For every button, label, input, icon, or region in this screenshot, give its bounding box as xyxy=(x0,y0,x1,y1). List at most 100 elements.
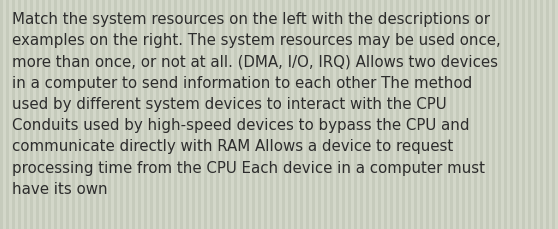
Bar xyxy=(264,0,267,229)
Bar xyxy=(78,0,81,229)
Bar xyxy=(210,0,213,229)
Bar xyxy=(345,0,348,229)
Bar xyxy=(174,0,177,229)
Bar xyxy=(342,0,345,229)
Bar xyxy=(492,0,495,229)
Bar xyxy=(162,0,165,229)
Bar xyxy=(147,0,150,229)
Bar xyxy=(480,0,483,229)
Bar xyxy=(225,0,228,229)
Bar xyxy=(282,0,285,229)
Bar xyxy=(312,0,315,229)
Bar xyxy=(369,0,372,229)
Bar xyxy=(417,0,420,229)
Bar xyxy=(513,0,516,229)
Bar xyxy=(447,0,450,229)
Bar xyxy=(141,0,144,229)
Bar xyxy=(252,0,255,229)
Bar xyxy=(363,0,366,229)
Bar xyxy=(498,0,501,229)
Bar xyxy=(327,0,330,229)
Bar xyxy=(216,0,219,229)
Bar xyxy=(438,0,441,229)
Bar xyxy=(330,0,333,229)
Bar xyxy=(75,0,78,229)
Bar xyxy=(177,0,180,229)
Bar xyxy=(180,0,183,229)
Text: Match the system resources on the left with the descriptions or
examples on the : Match the system resources on the left w… xyxy=(12,12,501,196)
Bar xyxy=(486,0,489,229)
Bar xyxy=(81,0,84,229)
Bar xyxy=(63,0,66,229)
Bar xyxy=(135,0,138,229)
Bar xyxy=(318,0,321,229)
Bar xyxy=(543,0,546,229)
Bar xyxy=(372,0,375,229)
Bar xyxy=(468,0,471,229)
Bar xyxy=(45,0,48,229)
Bar xyxy=(12,0,15,229)
Bar xyxy=(198,0,201,229)
Bar xyxy=(66,0,69,229)
Bar xyxy=(267,0,270,229)
Bar xyxy=(15,0,18,229)
Bar xyxy=(402,0,405,229)
Bar xyxy=(474,0,477,229)
Bar xyxy=(291,0,294,229)
Bar xyxy=(108,0,111,229)
Bar xyxy=(297,0,300,229)
Bar xyxy=(111,0,114,229)
Bar xyxy=(441,0,444,229)
Bar xyxy=(99,0,102,229)
Bar xyxy=(207,0,210,229)
Bar xyxy=(192,0,195,229)
Bar xyxy=(324,0,327,229)
Bar xyxy=(423,0,426,229)
Bar xyxy=(201,0,204,229)
Bar xyxy=(39,0,42,229)
Bar xyxy=(432,0,435,229)
Bar xyxy=(246,0,249,229)
Bar xyxy=(21,0,24,229)
Bar xyxy=(357,0,360,229)
Bar xyxy=(9,0,12,229)
Bar xyxy=(354,0,357,229)
Bar xyxy=(393,0,396,229)
Bar xyxy=(453,0,456,229)
Bar xyxy=(57,0,60,229)
Bar xyxy=(105,0,108,229)
Bar xyxy=(522,0,525,229)
Bar xyxy=(504,0,507,229)
Bar xyxy=(243,0,246,229)
Bar xyxy=(120,0,123,229)
Bar xyxy=(549,0,552,229)
Bar xyxy=(249,0,252,229)
Bar xyxy=(507,0,510,229)
Bar xyxy=(69,0,72,229)
Bar xyxy=(387,0,390,229)
Bar xyxy=(495,0,498,229)
Bar xyxy=(471,0,474,229)
Bar xyxy=(213,0,216,229)
Bar xyxy=(414,0,417,229)
Bar xyxy=(168,0,171,229)
Bar xyxy=(399,0,402,229)
Bar xyxy=(123,0,126,229)
Bar xyxy=(261,0,264,229)
Bar xyxy=(306,0,309,229)
Bar xyxy=(489,0,492,229)
Bar xyxy=(18,0,21,229)
Bar xyxy=(540,0,543,229)
Bar xyxy=(336,0,339,229)
Bar xyxy=(72,0,75,229)
Bar xyxy=(117,0,120,229)
Bar xyxy=(288,0,291,229)
Bar xyxy=(126,0,129,229)
Bar xyxy=(435,0,438,229)
Bar xyxy=(537,0,540,229)
Bar xyxy=(138,0,141,229)
Bar xyxy=(27,0,30,229)
Bar xyxy=(60,0,63,229)
Bar xyxy=(303,0,306,229)
Bar xyxy=(501,0,504,229)
